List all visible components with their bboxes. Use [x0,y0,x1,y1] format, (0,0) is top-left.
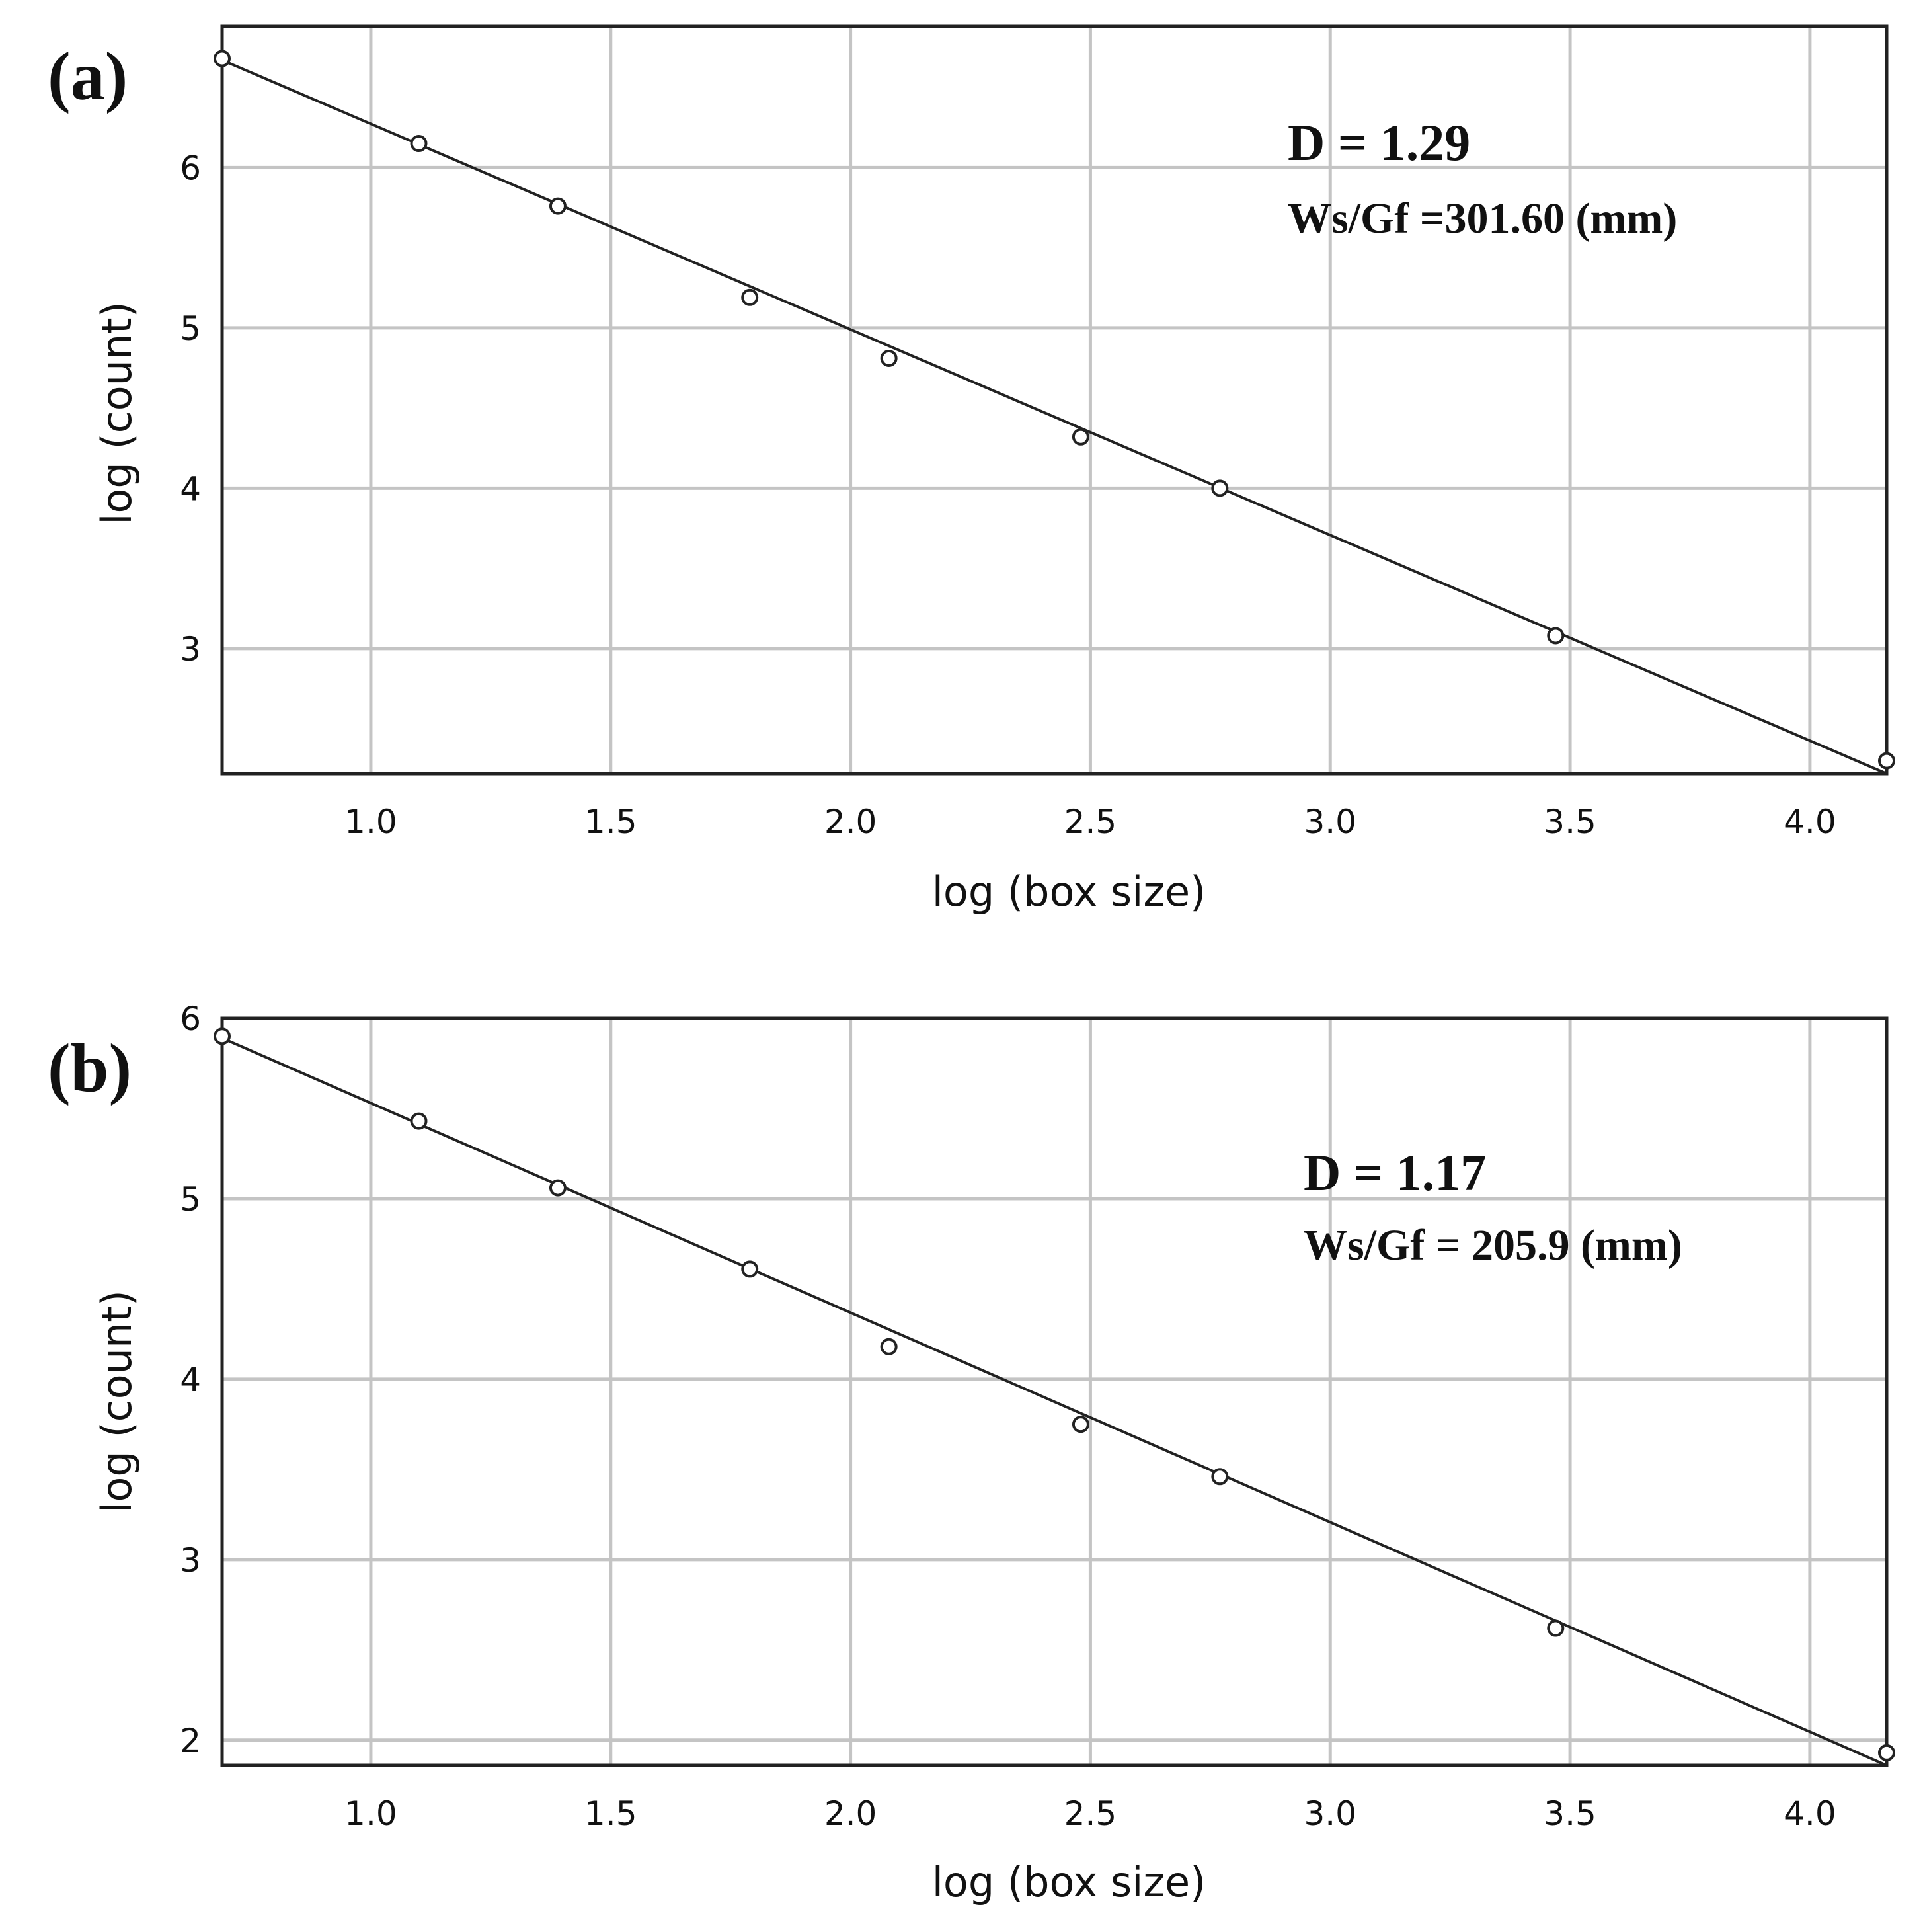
data-points-a [214,50,1895,770]
data-point-b [880,1338,898,1355]
y-tick-label-a: 6 [180,149,201,187]
y-tick-label-b: 5 [180,1180,201,1219]
annotation-ws-a: Ws/Gf =301.60 (mm) [1288,194,1677,243]
data-point-b [1547,1619,1565,1637]
data-point-a [1072,428,1089,446]
x-tick-label-b: 1.5 [584,1794,637,1833]
y-tick-label-b: 2 [180,1722,201,1760]
x-tick-label-a: 2.5 [1064,803,1117,841]
x-tick-label-a: 4.0 [1784,803,1836,841]
data-point-b [410,1112,428,1130]
data-point-a [549,197,567,215]
x-tick-label-a: 3.0 [1304,803,1356,841]
x-axis-title-b: log (box size) [932,1858,1206,1906]
data-point-b [1072,1416,1089,1433]
annotation-ws-b: Ws/Gf = 205.9 (mm) [1304,1221,1682,1269]
x-tick-label-b: 2.0 [824,1794,877,1833]
data-point-a [741,288,759,306]
plot-frame-a [220,24,1889,776]
data-point-a [880,349,898,367]
fit-line-b [221,1037,1887,1767]
data-point-b [1211,1468,1229,1486]
x-tick-label-b: 3.0 [1304,1794,1356,1833]
data-point-b [741,1260,759,1278]
x-tick-labels-b: 1.0 1.5 2.0 2.5 3.0 3.5 4.0 [344,1794,1836,1833]
panel-label-b: (b) [48,1030,132,1106]
x-tick-label-a: 3.5 [1544,803,1596,841]
x-tick-label-b: 4.0 [1784,1794,1836,1833]
grid-a [222,26,1887,774]
x-tick-label-b: 3.5 [1544,1794,1596,1833]
y-axis-title-b: log (count) [93,1290,141,1513]
grid-b [222,1016,1887,1765]
annotation-d-a: D = 1.29 [1288,114,1470,171]
chart-panel-b: 1.0 1.5 2.0 2.5 3.0 3.5 4.0 2 3 4 5 6 (b) D = 1.17… [48,1000,1895,1906]
y-axis-title-a: log (count) [93,302,141,525]
x-tick-label-a: 1.0 [344,803,397,841]
data-point-a [410,135,428,153]
panel-label-a: (a) [48,38,128,114]
data-point-a [1547,627,1565,645]
fit-line-group-b [221,1037,1887,1767]
data-point-b [214,1027,231,1045]
y-tick-label-a: 4 [180,469,201,508]
data-point-a [214,50,231,67]
plot-frame-b [220,1016,1889,1767]
data-point-b [549,1179,567,1197]
data-point-a [1211,479,1229,497]
fit-line-group-a [221,59,1887,775]
x-tick-label-a: 1.5 [584,803,637,841]
y-tick-labels-b: 2 3 4 5 6 [180,1000,201,1760]
fit-line-a [221,59,1887,775]
data-point-a [1878,752,1895,770]
y-tick-label-a: 3 [180,630,201,668]
y-tick-label-b: 6 [180,1000,201,1038]
x-tick-label-b: 1.0 [344,1794,397,1833]
x-tick-labels-a: 1.0 1.5 2.0 2.5 3.0 3.5 4.0 [344,803,1836,841]
data-point-b [1878,1744,1895,1761]
x-tick-label-a: 2.0 [824,803,877,841]
y-tick-labels-a: 3 4 5 6 [180,149,201,668]
y-tick-label-b: 4 [180,1361,201,1399]
x-tick-label-b: 2.5 [1064,1794,1117,1833]
y-tick-label-b: 3 [180,1541,201,1580]
y-tick-label-a: 5 [180,309,201,348]
data-points-b [214,1027,1895,1761]
annotation-d-b: D = 1.17 [1304,1144,1486,1201]
x-axis-title-a: log (box size) [932,867,1206,916]
